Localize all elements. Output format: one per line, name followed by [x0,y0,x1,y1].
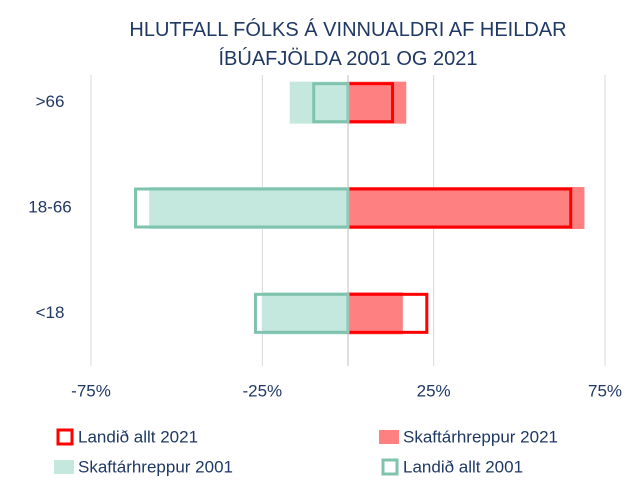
y-tick-label: 18-66 [28,197,71,216]
x-tick-label: -25% [242,381,282,400]
legend-label: Skaftárhreppur 2021 [403,427,558,446]
legend-label: Skaftárhreppur 2001 [78,457,233,476]
legend-swatch [379,430,399,444]
legend-swatch [56,428,74,446]
y-tick-label: >66 [36,92,65,111]
legend-swatch [381,458,399,476]
legend-swatch [54,460,74,474]
legend-label: Landið allt 2001 [403,457,523,476]
x-tick-label: 25% [417,381,451,400]
bar [262,292,348,335]
bar [289,81,348,124]
bar [348,187,585,229]
legend-label: Landið allt 2021 [78,427,198,446]
x-tick-label: -75% [71,381,111,400]
y-tick-label: <18 [36,303,65,322]
bar [348,81,407,124]
chart-title: HLUTFALL FÓLKS Á VINNUALDRI AF HEILDAR Í… [129,19,567,70]
x-tick-label: 75% [588,381,622,400]
bar [149,187,348,229]
bar [348,292,403,335]
